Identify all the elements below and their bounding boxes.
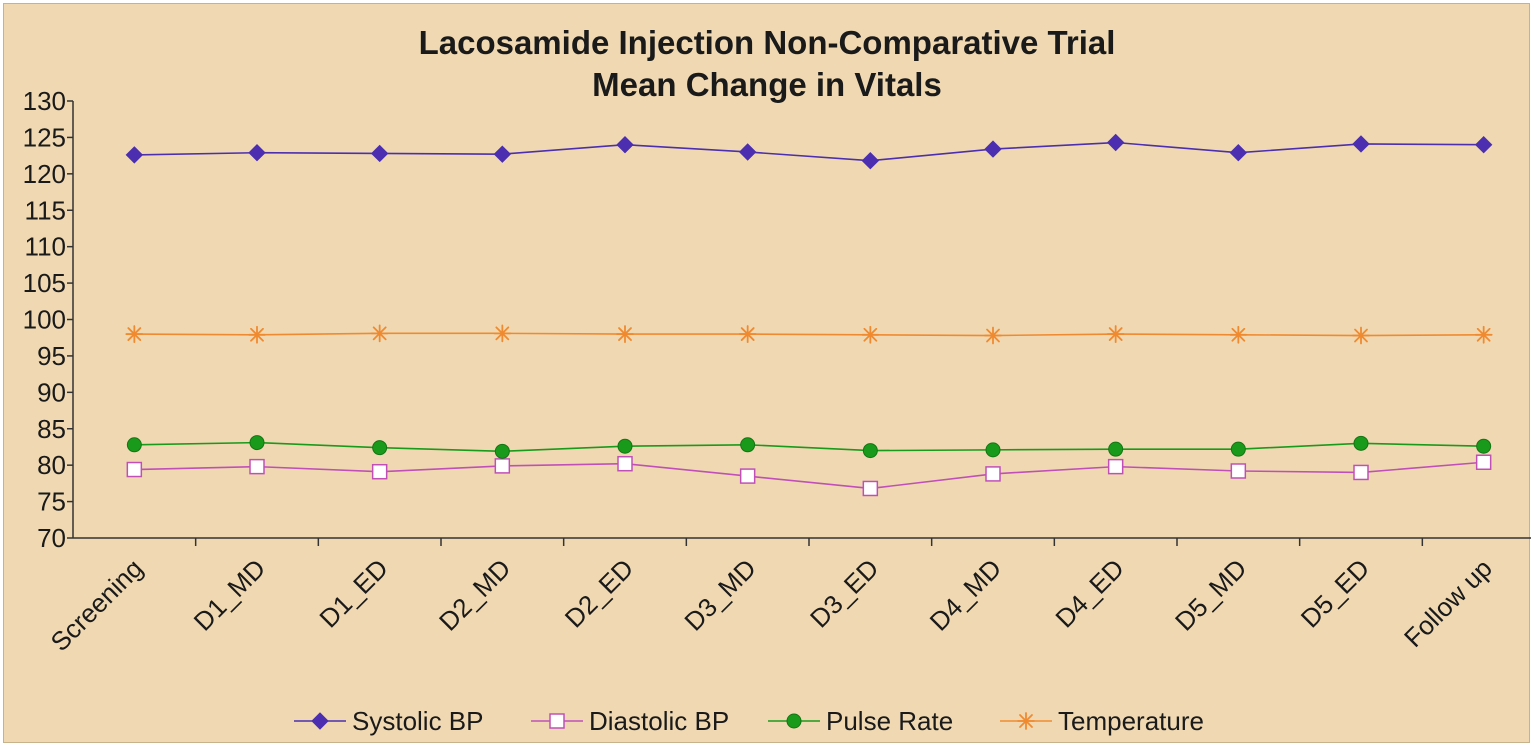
y-tick-label: 80 bbox=[37, 450, 66, 480]
data-point-systolic-bp bbox=[493, 145, 512, 163]
data-point-systolic-bp bbox=[1352, 135, 1370, 153]
data-point-pulse-rate bbox=[126, 437, 142, 453]
legend-label-diastolic-bp: Diastolic BP bbox=[589, 706, 729, 736]
chart-title-line-1: Lacosamide Injection Non-Comparative Tri… bbox=[419, 24, 1116, 61]
chart-title-line-2: Mean Change in Vitals bbox=[592, 66, 942, 103]
data-point-temperature bbox=[248, 325, 266, 344]
series-line-pulse-rate bbox=[134, 441, 1484, 453]
x-tick-label: D4_ED bbox=[1049, 553, 1129, 633]
data-point-systolic-bp bbox=[1229, 144, 1248, 162]
data-point-temperature bbox=[738, 325, 757, 343]
x-tick-label: D3_MD bbox=[678, 553, 762, 637]
data-point-temperature bbox=[370, 324, 389, 343]
data-point-temperature bbox=[1352, 326, 1370, 345]
legend-marker-temperature bbox=[1017, 712, 1035, 730]
y-tick-label: 120 bbox=[23, 159, 66, 189]
legend: Systolic BP Diastolic BP Pulse Rate Tempera… bbox=[294, 706, 1204, 736]
x-tick-label: D4_MD bbox=[924, 553, 1008, 637]
y-tick-label: 115 bbox=[25, 195, 66, 225]
line-chart: Lacosamide Injection Non-Comparative Tri… bbox=[23, 24, 1531, 736]
data-point-pulse-rate bbox=[372, 440, 388, 456]
data-point-temperature bbox=[616, 325, 634, 343]
data-point-diastolic-bp bbox=[494, 458, 511, 474]
series-line-systolic-bp bbox=[134, 141, 1484, 162]
y-tick-label: 95 bbox=[37, 341, 66, 371]
series-line-temperature bbox=[134, 332, 1484, 337]
legend-label-systolic-bp: Systolic BP bbox=[352, 706, 484, 736]
data-point-temperature bbox=[984, 326, 1002, 345]
y-tick-label: 100 bbox=[23, 305, 66, 335]
data-point-pulse-rate bbox=[494, 443, 510, 459]
y-tick-label: 85 bbox=[37, 414, 66, 444]
legend-label-temperature: Temperature bbox=[1058, 706, 1204, 736]
chart-frame: Lacosamide Injection Non-Comparative Tri… bbox=[3, 3, 1531, 743]
y-tick-label: 90 bbox=[37, 377, 66, 407]
x-tick-label: D1_ED bbox=[313, 553, 393, 633]
y-tick-label: 75 bbox=[37, 487, 66, 517]
data-point-pulse-rate bbox=[249, 435, 265, 451]
y-tick-label: 125 bbox=[23, 122, 66, 152]
x-tick-label: D2_ED bbox=[559, 553, 639, 633]
x-tick-label: D1_MD bbox=[188, 553, 272, 637]
legend-marker-pulse-rate bbox=[786, 713, 802, 729]
data-point-diastolic-bp bbox=[1353, 464, 1369, 481]
data-point-temperature bbox=[861, 325, 880, 344]
data-point-systolic-bp bbox=[370, 144, 389, 163]
data-point-systolic-bp bbox=[738, 143, 757, 161]
data-point-systolic-bp bbox=[248, 144, 266, 162]
data-point-diastolic-bp bbox=[126, 461, 143, 478]
data-point-pulse-rate bbox=[1353, 435, 1369, 451]
data-point-temperature bbox=[1106, 325, 1125, 343]
data-point-diastolic-bp bbox=[862, 480, 879, 497]
data-point-diastolic-bp bbox=[1107, 458, 1124, 475]
series-line-diastolic-bp bbox=[134, 461, 1484, 490]
data-point-temperature bbox=[493, 324, 512, 343]
legend-label-pulse-rate: Pulse Rate bbox=[826, 706, 953, 736]
x-tick-label: D3_ED bbox=[804, 553, 884, 633]
data-point-pulse-rate bbox=[985, 442, 1001, 458]
legend-marker-diastolic-bp bbox=[549, 713, 565, 729]
data-point-systolic-bp bbox=[1106, 133, 1125, 152]
data-point-temperature bbox=[1474, 325, 1493, 344]
y-tick-label: 110 bbox=[25, 232, 66, 262]
data-point-systolic-bp bbox=[984, 140, 1002, 158]
data-point-diastolic-bp bbox=[617, 455, 633, 472]
data-point-pulse-rate bbox=[617, 438, 633, 454]
data-point-pulse-rate bbox=[740, 437, 756, 453]
legend-marker-systolic-bp bbox=[311, 712, 329, 730]
data-point-pulse-rate bbox=[862, 443, 878, 459]
data-point-diastolic-bp bbox=[1230, 463, 1247, 479]
data-point-systolic-bp bbox=[125, 146, 144, 164]
data-point-temperature bbox=[125, 325, 144, 343]
data-point-pulse-rate bbox=[1230, 441, 1246, 457]
y-tick-label: 70 bbox=[37, 523, 66, 553]
data-point-systolic-bp bbox=[616, 135, 634, 154]
x-tick-label: Follow up bbox=[1398, 553, 1498, 653]
data-point-pulse-rate bbox=[1108, 441, 1124, 457]
y-tick-label: 130 bbox=[23, 86, 66, 116]
x-tick-label: D5_ED bbox=[1295, 553, 1375, 633]
data-point-systolic-bp bbox=[861, 152, 880, 170]
data-point-diastolic-bp bbox=[371, 463, 388, 480]
data-point-diastolic-bp bbox=[1475, 454, 1492, 471]
data-point-diastolic-bp bbox=[249, 458, 265, 475]
x-tick-label: Screening bbox=[45, 553, 149, 657]
data-point-pulse-rate bbox=[1476, 438, 1492, 454]
x-tick-label: D2_MD bbox=[433, 553, 517, 637]
data-point-diastolic-bp bbox=[985, 466, 1001, 482]
data-point-systolic-bp bbox=[1474, 135, 1493, 154]
data-point-temperature bbox=[1229, 325, 1248, 344]
data-point-diastolic-bp bbox=[739, 468, 756, 484]
y-tick-label: 105 bbox=[23, 268, 66, 298]
x-tick-label: D5_MD bbox=[1169, 553, 1253, 637]
axes: 70 75 80 85 90 95 100 105 110 115 120 125 130 Screeni… bbox=[23, 86, 1531, 657]
series-layer bbox=[125, 133, 1493, 497]
